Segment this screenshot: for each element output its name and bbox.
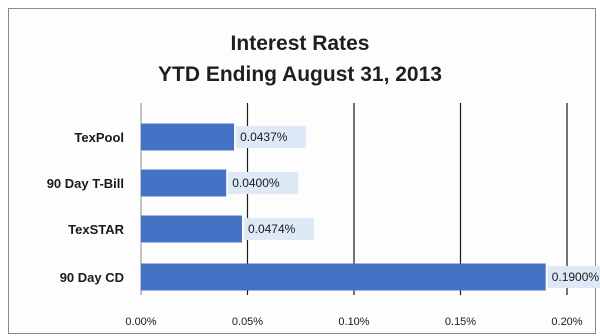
bars	[141, 123, 546, 291]
bar-90-day-t-bill	[141, 169, 227, 197]
data-label-90-day-t-bill: 0.0400%	[232, 176, 280, 190]
x-tick-label-0-15: 0.15%	[445, 316, 476, 328]
chart-subtitle: YTD Ending August 31, 2013	[158, 63, 442, 86]
category-labels: TexPool 90 Day T-Bill TexSTAR 90 Day CD	[47, 130, 125, 285]
chart-title: Interest Rates	[230, 32, 370, 55]
x-tick-label-0-20: 0.20%	[551, 316, 582, 328]
bar-90-day-cd	[141, 263, 546, 291]
x-tick-label-0-00: 0.00%	[125, 316, 156, 328]
data-label-90-day-cd: 0.1900%	[552, 270, 600, 284]
data-label-background-90-day-cd	[547, 266, 600, 288]
category-label-90-day-cd: 90 Day CD	[60, 270, 124, 285]
bar-texstar	[141, 215, 242, 243]
category-label-texstar: TexSTAR	[68, 222, 124, 237]
x-tick-labels: 0.00% 0.05% 0.10% 0.15% 0.20%	[125, 316, 582, 328]
data-label-texstar: 0.0474%	[248, 222, 296, 236]
category-label-texpool: TexPool	[74, 130, 124, 145]
x-tick-label-0-10: 0.10%	[338, 316, 369, 328]
data-label-texpool: 0.0437%	[240, 130, 288, 144]
data-label-background-90-day-t-bill	[228, 172, 299, 194]
data-label-background-texstar	[243, 218, 314, 240]
data-labels: 0.0437% 0.0400% 0.0474% 0.1900%	[228, 126, 600, 288]
x-tick-label-0-05: 0.05%	[232, 316, 263, 328]
data-label-background-texpool	[236, 126, 307, 148]
bar-texpool	[141, 123, 235, 151]
category-label-90-day-t-bill: 90 Day T-Bill	[47, 176, 124, 191]
